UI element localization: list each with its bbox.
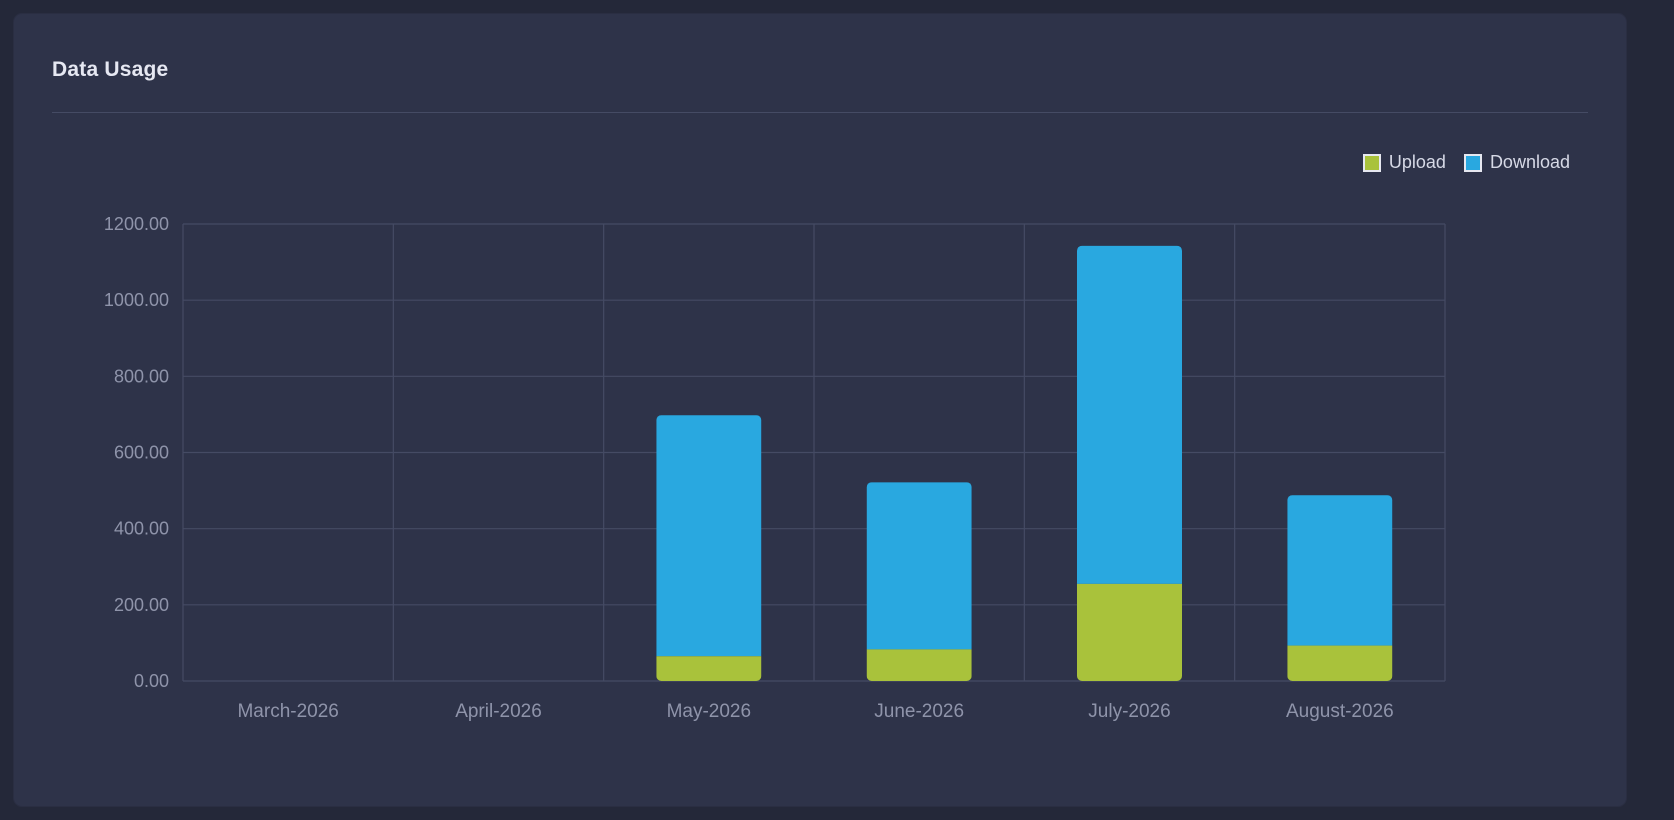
bar-upload[interactable] [1287, 645, 1393, 681]
y-tick-label: 200.00 [114, 595, 169, 615]
card-divider [52, 112, 1588, 113]
x-tick-label: May-2026 [667, 701, 752, 722]
bar-download[interactable] [656, 415, 762, 657]
legend-swatch-upload [1362, 153, 1381, 172]
y-tick-label: 1000.00 [104, 290, 169, 310]
data-usage-card: Data Usage Upload Download 0.00 200.00 400… [14, 14, 1626, 806]
legend-item-download[interactable]: Download [1463, 152, 1570, 173]
bar-download[interactable] [1077, 245, 1182, 584]
x-tick-label: March-2026 [237, 701, 338, 722]
legend-item-upload[interactable]: Upload [1362, 152, 1446, 173]
y-tick-label: 1200.00 [104, 214, 169, 234]
chart-legend: Upload Download [1362, 152, 1570, 173]
bar-download[interactable] [1287, 495, 1393, 646]
y-tick-label: 0.00 [134, 671, 169, 691]
bar-stack[interactable] [656, 415, 762, 681]
data-usage-chart: 0.00 200.00 400.00 600.00 800.00 1000.00 1200.… [104, 214, 1446, 722]
legend-label-upload: Upload [1388, 152, 1446, 172]
legend-swatch-download [1463, 153, 1482, 172]
bar-stack[interactable] [1287, 495, 1393, 681]
y-tick-label: 400.00 [114, 519, 169, 539]
x-tick-label: August-2026 [1286, 701, 1394, 722]
bar-upload[interactable] [656, 656, 762, 681]
bar-stack[interactable] [1077, 245, 1182, 681]
x-tick-label: July-2026 [1088, 701, 1170, 722]
x-tick-label: April-2026 [455, 701, 542, 722]
x-tick-label: June-2026 [874, 701, 964, 722]
legend-label-download: Download [1489, 152, 1570, 172]
bar-download[interactable] [866, 482, 972, 650]
bar-upload[interactable] [1077, 583, 1182, 681]
bar-stack[interactable] [866, 482, 972, 681]
y-tick-label: 600.00 [114, 443, 169, 463]
y-tick-label: 800.00 [114, 366, 169, 386]
bar-upload[interactable] [866, 649, 972, 681]
card-title: Data Usage [52, 58, 169, 81]
